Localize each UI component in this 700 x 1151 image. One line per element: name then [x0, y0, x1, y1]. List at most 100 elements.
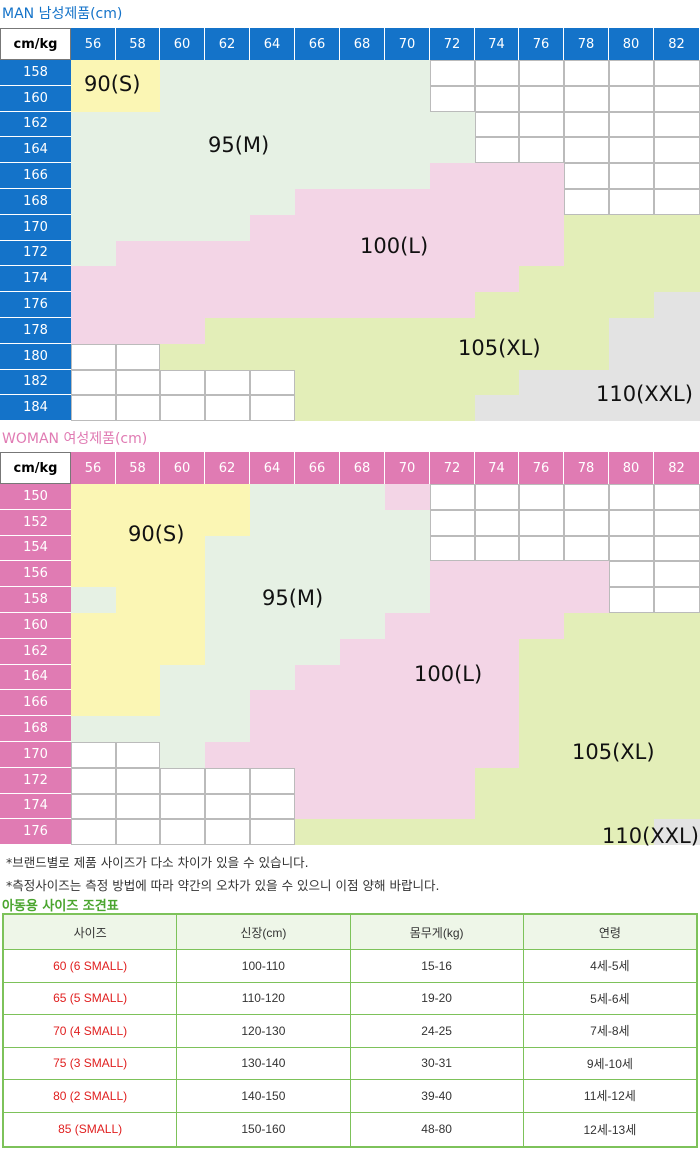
kids-cell: 70 (4 SMALL) — [4, 1015, 178, 1047]
women-size-cell — [116, 509, 160, 536]
women-size-cell — [385, 613, 430, 639]
kids-cell: 12세-13세 — [583, 1122, 637, 1137]
women-size-cell — [160, 484, 205, 510]
men-size-cell — [385, 395, 430, 422]
men-size-cell — [340, 343, 385, 370]
men-size-cell — [430, 189, 475, 215]
women-size-cell — [295, 664, 340, 691]
kids-table-row: 60 (6 SMALL) 100-110 15-16 4세-5세 — [4, 950, 696, 983]
women-size-cell — [609, 664, 654, 691]
men-size-cell — [250, 189, 295, 215]
women-size-cell — [564, 484, 609, 510]
men-height-header: 162 — [0, 111, 71, 138]
men-size-cell — [71, 137, 116, 164]
women-size-cell — [430, 484, 475, 510]
men-size-cell — [295, 318, 340, 344]
men-size-cell — [250, 395, 295, 422]
women-size-cell — [654, 613, 700, 639]
men-size-cell — [205, 240, 250, 267]
women-size-cell — [385, 793, 430, 820]
men-size-cell — [205, 137, 250, 164]
women-size-cell — [564, 742, 609, 768]
men-height-header: 172 — [0, 240, 71, 267]
women-size-cell — [295, 484, 340, 510]
kids-cell: 4세-5세 — [590, 959, 630, 974]
men-height-header: 170 — [0, 214, 71, 241]
men-size-cell — [295, 163, 340, 189]
kids-cell: 65 (5 SMALL) — [4, 982, 178, 1014]
men-size-cell — [609, 343, 654, 370]
women-size-cell — [430, 767, 475, 794]
men-size-cell — [160, 318, 205, 344]
men-size-cell — [609, 60, 654, 86]
men-size-cell — [385, 60, 430, 86]
women-size-cell — [385, 690, 430, 717]
women-weight-header: 56 — [71, 452, 116, 484]
men-size-cell — [654, 395, 700, 422]
women-size-cell — [71, 690, 116, 717]
women-size-cell — [564, 793, 609, 820]
men-size-cell — [250, 343, 295, 370]
men-size-cell — [609, 85, 654, 112]
women-size-cell — [519, 535, 564, 562]
men-title: MAN 남성제품(cm) — [2, 6, 123, 22]
men-size-cell — [71, 343, 116, 370]
women-height-header: 160 — [0, 613, 71, 639]
women-height-header: 172 — [0, 767, 71, 794]
women-size-cell — [250, 561, 295, 588]
men-size-cell — [205, 369, 250, 396]
men-size-cell — [475, 189, 519, 215]
men-size-cell — [609, 111, 654, 138]
women-size-cell — [116, 587, 160, 613]
men-size-cell — [71, 189, 116, 215]
women-size-cell — [564, 561, 609, 588]
men-size-cell — [340, 85, 385, 112]
women-size-cell — [205, 613, 250, 639]
kids-table-row: 80 (2 SMALL) 140-150 39-40 11세-12세 — [4, 1080, 696, 1113]
women-size-cell — [385, 509, 430, 536]
men-height-header: 176 — [0, 292, 71, 318]
men-size-cell — [160, 214, 205, 241]
women-size-cell — [519, 742, 564, 768]
men-size-cell — [340, 189, 385, 215]
kids-size-table: 사이즈 신장(cm) 몸무게(kg) 연령 60 (6 SMALL) 100-110 15-… — [2, 913, 698, 1148]
women-size-label: 110(XXL) — [602, 824, 699, 848]
women-size-cell — [430, 613, 475, 639]
women-size-cell — [564, 638, 609, 665]
women-size-cell — [609, 613, 654, 639]
women-size-cell — [205, 484, 250, 510]
kids-cell: 39-40 — [351, 1080, 524, 1112]
men-size-cell — [609, 189, 654, 215]
women-size-cell — [160, 793, 205, 820]
women-size-cell — [250, 690, 295, 717]
women-size-cell — [430, 509, 475, 536]
men-size-cell — [475, 85, 519, 112]
women-size-label: 105(XL) — [572, 740, 655, 764]
men-size-cell — [295, 111, 340, 138]
women-height-header: 152 — [0, 509, 71, 536]
men-size-cell — [519, 318, 564, 344]
kids-cell: 110-120 — [177, 982, 351, 1014]
women-size-cell — [295, 793, 340, 820]
women-size-cell — [519, 587, 564, 613]
women-size-cell — [340, 613, 385, 639]
men-size-cell — [609, 369, 654, 396]
men-size-cell — [116, 85, 160, 112]
women-size-cell — [71, 587, 116, 613]
women-size-cell — [519, 561, 564, 588]
women-weight-header: 64 — [250, 452, 295, 484]
men-size-cell — [160, 85, 205, 112]
men-size-cell — [71, 292, 116, 318]
women-size-cell — [475, 535, 519, 562]
men-size-cell — [654, 369, 700, 396]
men-size-cell — [250, 240, 295, 267]
women-height-header: 150 — [0, 484, 71, 510]
men-size-cell — [71, 318, 116, 344]
men-weight-header: 62 — [205, 28, 250, 60]
men-size-cell — [564, 343, 609, 370]
women-size-cell — [71, 767, 116, 794]
men-size-cell — [340, 240, 385, 267]
women-size-cell — [250, 742, 295, 768]
men-size-cell — [654, 343, 700, 370]
women-size-cell — [295, 535, 340, 562]
